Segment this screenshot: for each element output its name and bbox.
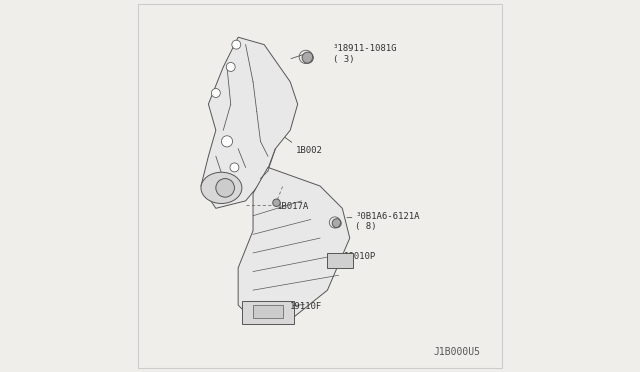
Circle shape [332,219,341,228]
Circle shape [230,163,239,172]
Text: 18010P: 18010P [344,252,376,261]
Circle shape [302,52,314,63]
Circle shape [216,179,234,197]
Polygon shape [201,37,298,208]
Text: 19110F: 19110F [291,302,323,311]
Text: ³0B1A6-6121A
( 8): ³0B1A6-6121A ( 8) [355,212,420,231]
Text: J1B000U5: J1B000U5 [433,347,480,357]
FancyBboxPatch shape [242,301,294,324]
FancyBboxPatch shape [253,305,283,318]
Text: ³18911-1081G
( 3): ³18911-1081G ( 3) [333,44,397,64]
Circle shape [227,62,235,71]
Circle shape [221,136,232,147]
Polygon shape [238,167,349,320]
Circle shape [232,40,241,49]
Circle shape [273,199,280,206]
Text: 1B017A: 1B017A [277,202,310,211]
Circle shape [211,89,220,97]
FancyBboxPatch shape [328,253,353,268]
Text: 1B002: 1B002 [296,146,323,155]
Ellipse shape [201,172,242,203]
